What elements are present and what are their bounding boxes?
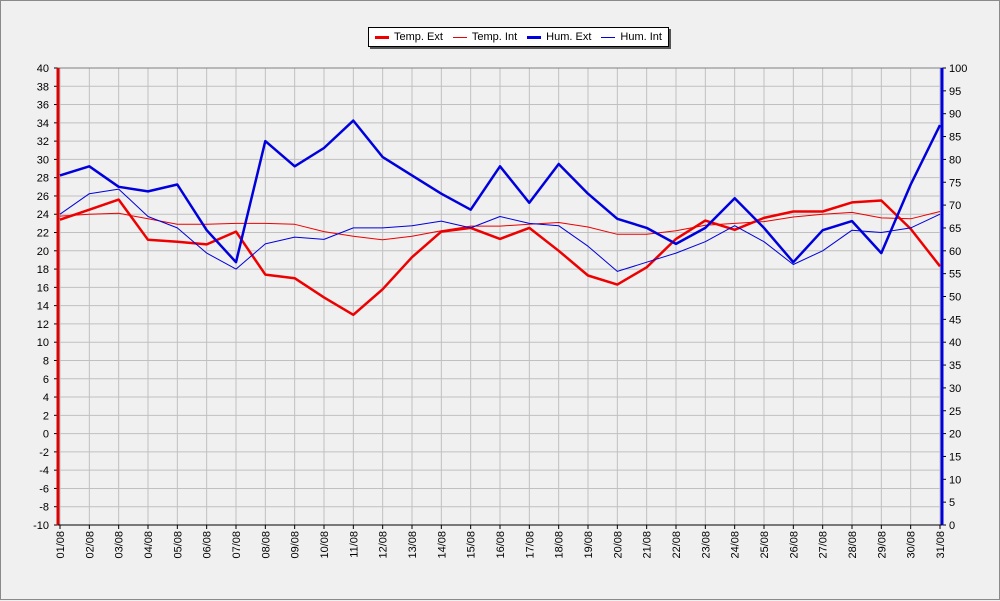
- x-axis-tick-label: 04/08: [143, 531, 155, 559]
- left-axis-tick-label: 18: [37, 264, 49, 276]
- legend-item: Temp. Int: [452, 31, 518, 43]
- x-axis-tick-label: 10/08: [319, 531, 331, 559]
- left-axis-tick-label: 12: [37, 319, 49, 331]
- left-axis-tick-label: -6: [39, 483, 49, 495]
- x-axis-tick-label: 20/08: [612, 531, 624, 559]
- legend-item: Temp. Ext: [375, 31, 443, 43]
- left-axis-tick-label: 28: [37, 173, 49, 185]
- left-axis-tick-label: -8: [39, 502, 49, 514]
- right-axis-tick-label: 85: [949, 132, 961, 144]
- left-axis-tick-label: 32: [37, 136, 49, 148]
- left-axis-tick-label: 34: [37, 118, 49, 130]
- left-axis-tick-label: 20: [37, 246, 49, 258]
- x-axis-tick-label: 12/08: [378, 531, 390, 559]
- x-axis-tick-label: 22/08: [671, 531, 683, 559]
- x-axis-tick-label: 25/08: [759, 531, 771, 559]
- x-axis-tick-label: 15/08: [466, 531, 478, 559]
- series-line-temp-ext: [59, 198, 941, 317]
- legend-label: Hum. Ext: [546, 31, 592, 43]
- left-axis-tick-label: 30: [37, 154, 49, 166]
- right-axis-tick-label: 40: [949, 337, 961, 349]
- right-axis-tick-label: 70: [949, 200, 961, 212]
- left-axis-tick-label: 22: [37, 228, 49, 240]
- right-axis-tick-label: 15: [949, 451, 961, 463]
- left-axis-tick-label: 36: [37, 100, 49, 112]
- left-axis-tick-label: 4: [43, 392, 49, 404]
- left-axis-tick-label: 16: [37, 282, 49, 294]
- left-axis-tick-label: -4: [39, 465, 49, 477]
- left-axis-tick-label: 6: [43, 374, 49, 386]
- right-axis-tick-label: 35: [949, 360, 961, 372]
- legend-swatch: [527, 35, 542, 39]
- x-axis-tick-label: 14/08: [436, 531, 448, 559]
- legend: Temp. Ext Temp. Int Hum. Ext Hum. Int: [368, 27, 669, 47]
- right-axis-tick-label: 0: [949, 520, 955, 532]
- right-axis-tick-label: 90: [949, 109, 961, 121]
- x-axis-tick-label: 27/08: [818, 531, 830, 559]
- x-axis-tick-label: 05/08: [172, 531, 184, 559]
- x-axis-tick-label: 06/08: [202, 531, 214, 559]
- legend-item: Hum. Int: [601, 31, 662, 43]
- right-axis-tick-label: 50: [949, 292, 961, 304]
- series-line-temp-int: [59, 211, 941, 241]
- left-axis-tick-label: 14: [37, 301, 49, 313]
- right-axis-tick-label: 95: [949, 86, 961, 98]
- left-axis-tick-label: 8: [43, 355, 49, 367]
- x-axis-tick-label: 31/08: [935, 531, 947, 559]
- x-axis-tick-label: 29/08: [876, 531, 888, 559]
- right-axis-tick-label: 10: [949, 474, 961, 486]
- left-axis-tick-label: 40: [37, 63, 49, 75]
- right-axis-tick-label: 55: [949, 269, 961, 281]
- series-line-hum-int: [59, 188, 941, 272]
- x-axis-tick-label: 28/08: [847, 531, 859, 559]
- x-axis-tick-label: 09/08: [290, 531, 302, 559]
- right-axis-tick-label: 25: [949, 406, 961, 418]
- legend-label: Hum. Int: [620, 31, 662, 43]
- x-axis-tick-label: 13/08: [407, 531, 419, 559]
- left-axis-tick-label: -2: [39, 447, 49, 459]
- x-axis-tick-label: 23/08: [700, 531, 712, 559]
- series-line-hum-ext: [59, 119, 942, 264]
- x-axis-tick-label: 03/08: [114, 531, 126, 559]
- x-axis-tick-label: 19/08: [583, 531, 595, 559]
- x-axis-tick-label: 24/08: [730, 531, 742, 559]
- legend-swatch: [375, 35, 389, 39]
- legend-label: Temp. Int: [471, 31, 518, 43]
- right-axis-tick-label: 5: [949, 497, 955, 509]
- legend-swatch: [601, 36, 616, 38]
- x-axis-tick-label: 11/08: [348, 531, 360, 558]
- x-axis-tick-label: 21/08: [642, 531, 654, 559]
- left-axis-tick-label: 24: [37, 209, 49, 221]
- x-axis-tick-label: 01/08: [55, 531, 67, 559]
- right-axis-tick-label: 45: [949, 314, 961, 326]
- left-axis-tick-label: 26: [37, 191, 49, 203]
- right-axis-tick-label: 30: [949, 383, 961, 395]
- legend-swatch: [452, 36, 467, 38]
- right-axis-tick-label: 80: [949, 154, 961, 166]
- left-axis-tick-label: 0: [43, 429, 49, 441]
- left-axis-tick-label: 38: [37, 81, 49, 93]
- right-axis-tick-label: 60: [949, 246, 961, 258]
- left-axis-tick-label: 2: [43, 410, 49, 422]
- x-axis-tick-label: 18/08: [554, 531, 566, 559]
- right-axis-tick-label: 75: [949, 177, 961, 189]
- x-axis-tick-label: 26/08: [788, 531, 800, 559]
- legend-label: Temp. Ext: [394, 31, 443, 43]
- legend-item: Hum. Ext: [527, 31, 591, 43]
- left-axis-tick-label: -10: [33, 520, 49, 532]
- x-axis-tick-label: 02/08: [84, 531, 96, 559]
- right-axis-tick-label: 20: [949, 429, 961, 441]
- left-axis-tick-label: 10: [37, 337, 49, 349]
- right-axis-tick-label: 100: [949, 63, 967, 75]
- right-axis-tick-label: 65: [949, 223, 961, 235]
- x-axis-tick-label: 16/08: [495, 531, 507, 559]
- x-axis-tick-label: 08/08: [260, 531, 272, 559]
- x-axis-tick-label: 07/08: [231, 531, 243, 559]
- x-axis-tick-label: 17/08: [524, 531, 536, 559]
- x-axis-tick-label: 30/08: [906, 531, 918, 559]
